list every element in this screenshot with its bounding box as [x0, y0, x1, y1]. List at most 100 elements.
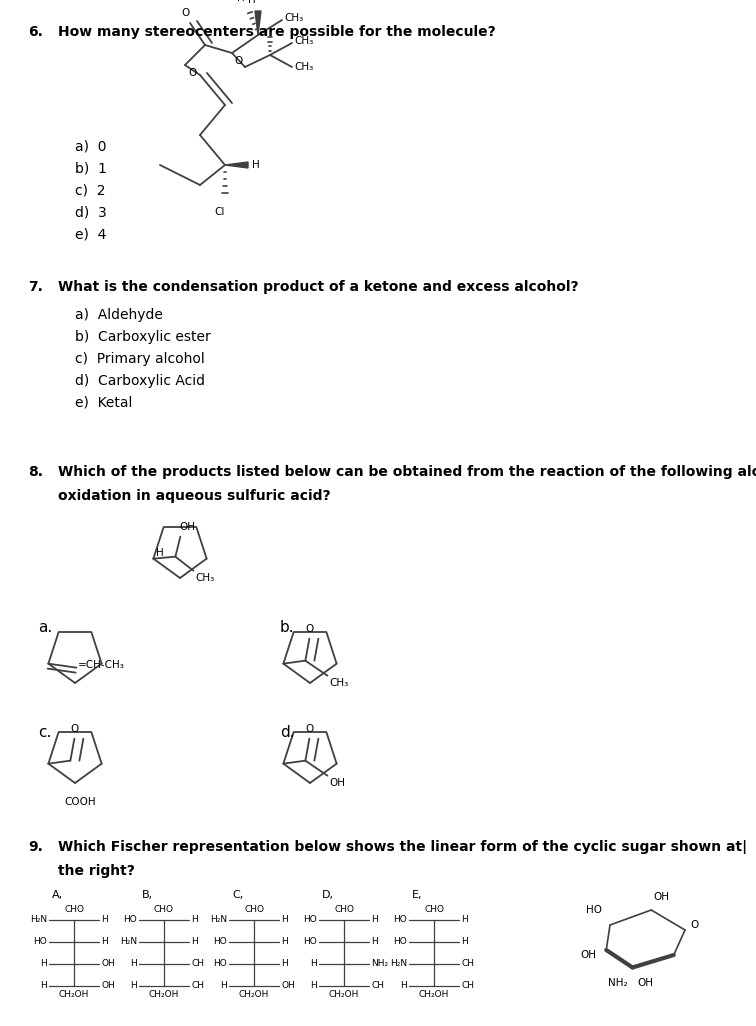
Text: B,: B, — [142, 890, 153, 900]
Text: CHO: CHO — [244, 905, 264, 914]
Text: H: H — [40, 959, 47, 969]
Text: What is the condensation product of a ketone and excess alcohol?: What is the condensation product of a ke… — [58, 280, 578, 294]
Text: 9.: 9. — [28, 840, 43, 854]
Text: H: H — [248, 0, 256, 5]
Text: H: H — [130, 982, 137, 990]
Text: Cl: Cl — [215, 207, 225, 218]
Text: =CH-CH₃: =CH-CH₃ — [79, 660, 125, 670]
Text: a)  Aldehyde: a) Aldehyde — [75, 308, 163, 322]
Text: HO: HO — [303, 915, 317, 924]
Text: c)  Primary alcohol: c) Primary alcohol — [75, 352, 205, 366]
Text: H: H — [191, 915, 198, 924]
Text: HO: HO — [393, 915, 407, 924]
Text: H₂N: H₂N — [30, 915, 47, 924]
Text: H: H — [220, 982, 227, 990]
Text: OH: OH — [653, 892, 669, 902]
Text: HO: HO — [393, 938, 407, 947]
Text: CHO: CHO — [424, 905, 444, 914]
Text: H: H — [40, 982, 47, 990]
Text: CH: CH — [461, 959, 474, 969]
Text: CH₃: CH₃ — [284, 13, 303, 23]
Text: HO: HO — [213, 959, 227, 969]
Text: CH: CH — [371, 982, 384, 990]
Text: CH₃: CH₃ — [330, 677, 349, 687]
Text: H: H — [191, 938, 198, 947]
Text: HO: HO — [303, 938, 317, 947]
Text: CHO: CHO — [334, 905, 354, 914]
Text: CHO: CHO — [64, 905, 84, 914]
Text: O: O — [305, 624, 314, 634]
Text: O: O — [690, 920, 699, 930]
Text: CH₂OH: CH₂OH — [239, 990, 269, 999]
Text: oxidation in aqueous sulfuric acid?: oxidation in aqueous sulfuric acid? — [58, 489, 330, 503]
Text: A,: A, — [52, 890, 63, 900]
Text: H: H — [310, 982, 317, 990]
Text: O: O — [70, 723, 79, 734]
Text: H: H — [101, 938, 108, 947]
Text: 8.: 8. — [28, 465, 43, 479]
Text: 6.: 6. — [28, 25, 43, 39]
Text: CH: CH — [191, 982, 204, 990]
Text: CH₂OH: CH₂OH — [59, 990, 89, 999]
Text: H: H — [101, 915, 108, 924]
Text: H: H — [400, 982, 407, 990]
Text: H: H — [281, 938, 288, 947]
Text: Which of the products listed below can be obtained from the reaction of the foll: Which of the products listed below can b… — [58, 465, 756, 479]
Text: H: H — [252, 160, 260, 170]
Text: H: H — [156, 548, 163, 558]
Text: HO: HO — [586, 905, 602, 915]
Text: NH₂: NH₂ — [608, 978, 627, 987]
Text: CH₂OH: CH₂OH — [149, 990, 179, 999]
Text: CH₃: CH₃ — [195, 573, 215, 583]
Text: CH₃: CH₃ — [294, 62, 313, 72]
Text: H: H — [130, 959, 137, 969]
Text: H: H — [371, 938, 378, 947]
Text: H₂N: H₂N — [120, 938, 137, 947]
Text: How many stereocenters are possible for the molecule?: How many stereocenters are possible for … — [58, 25, 496, 39]
Text: OH: OH — [581, 950, 596, 960]
Text: a)  0: a) 0 — [75, 140, 107, 154]
Text: O: O — [234, 56, 242, 66]
Text: CH₂OH: CH₂OH — [329, 990, 359, 999]
Text: CH₃: CH₃ — [294, 36, 313, 46]
Text: 7.: 7. — [28, 280, 43, 294]
Text: H: H — [281, 959, 288, 969]
Text: O: O — [305, 723, 314, 734]
Text: CHO: CHO — [154, 905, 174, 914]
Text: b)  1: b) 1 — [75, 162, 107, 176]
Text: c)  2: c) 2 — [75, 184, 106, 198]
Text: b)  Carboxylic ester: b) Carboxylic ester — [75, 330, 211, 344]
Text: d)  Carboxylic Acid: d) Carboxylic Acid — [75, 374, 205, 388]
Text: e)  4: e) 4 — [75, 228, 107, 242]
Text: H₂N: H₂N — [210, 915, 227, 924]
Text: OH: OH — [101, 982, 115, 990]
Text: OH: OH — [330, 778, 345, 788]
Text: H₂N: H₂N — [390, 959, 407, 969]
Text: C,: C, — [232, 890, 243, 900]
Text: H: H — [237, 0, 245, 3]
Text: e)  Ketal: e) Ketal — [75, 396, 132, 410]
Text: H: H — [461, 938, 468, 947]
Text: the right?: the right? — [58, 864, 135, 878]
Text: CH₂OH: CH₂OH — [419, 990, 449, 999]
Polygon shape — [255, 11, 261, 35]
Text: OH: OH — [101, 959, 115, 969]
Text: E,: E, — [412, 890, 423, 900]
Text: Which Fischer representation below shows the linear form of the cyclic sugar sho: Which Fischer representation below shows… — [58, 840, 747, 854]
Text: O: O — [188, 68, 196, 78]
Text: OH: OH — [637, 978, 653, 987]
Text: d)  3: d) 3 — [75, 206, 107, 220]
Text: d.: d. — [280, 725, 295, 740]
Text: OH: OH — [179, 521, 195, 531]
Text: H: H — [310, 959, 317, 969]
Text: H: H — [461, 915, 468, 924]
Text: c.: c. — [38, 725, 51, 740]
Text: D,: D, — [322, 890, 334, 900]
Text: HO: HO — [33, 938, 47, 947]
Text: H: H — [371, 915, 378, 924]
Text: HO: HO — [123, 915, 137, 924]
Text: HO: HO — [213, 938, 227, 947]
Text: CH: CH — [191, 959, 204, 969]
Text: b.: b. — [280, 620, 295, 635]
Text: COOH: COOH — [64, 797, 96, 807]
